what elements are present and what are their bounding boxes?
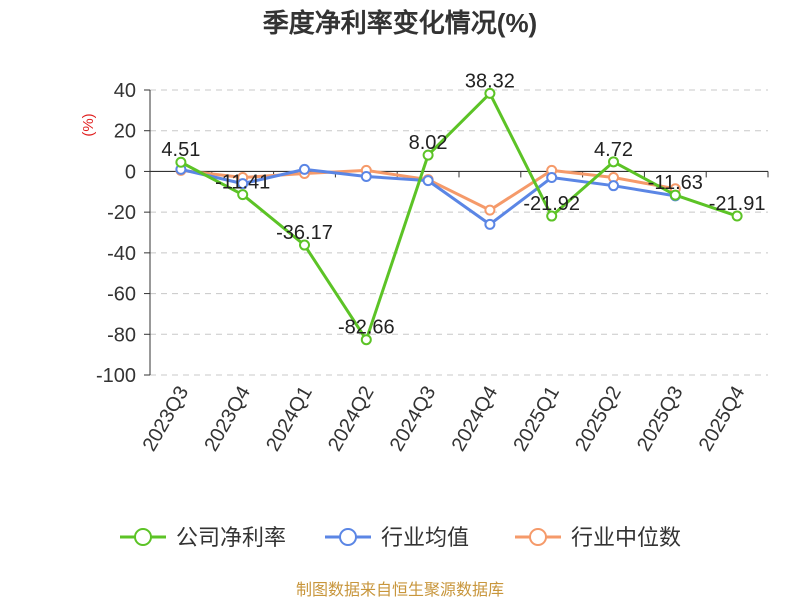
y-tick-label: -40 xyxy=(107,243,136,265)
data-point xyxy=(484,204,496,216)
y-tick-label: -20 xyxy=(107,202,136,224)
data-point xyxy=(669,189,681,201)
x-tick-label: 2024Q2 xyxy=(324,383,379,456)
data-point xyxy=(608,180,619,192)
data-point xyxy=(175,156,187,168)
x-tick-label: 2023Q3 xyxy=(139,383,194,456)
data-point xyxy=(546,210,558,222)
data-point xyxy=(484,218,496,230)
legend: 公司净利率 行业均值 行业中位数 xyxy=(120,525,681,550)
data-point xyxy=(299,239,310,251)
data-point xyxy=(237,189,249,201)
data-label: 4.72 xyxy=(594,139,633,161)
chart-title: 季度净利率变化情况(%) xyxy=(263,8,537,38)
legend-label: 行业中位数 xyxy=(571,525,681,550)
data-label: -11.63 xyxy=(648,172,703,194)
data-point xyxy=(237,178,249,190)
legend-marker xyxy=(529,528,547,546)
data-point xyxy=(299,163,310,175)
series-lines xyxy=(175,87,743,346)
data-point xyxy=(360,334,372,346)
data-point xyxy=(422,175,434,187)
x-tick-label: 2024Q1 xyxy=(262,383,317,456)
data-labels: 4.51 -11.41 -36.17 -82.66 8.02 38.32 -21.92 4.7… xyxy=(161,70,765,338)
data-label: -11.41 xyxy=(215,172,270,194)
y-axis-unit-label: (%) xyxy=(80,113,97,136)
grid-lines xyxy=(150,89,768,376)
data-label: -82.66 xyxy=(338,317,395,339)
legend-marker xyxy=(339,528,357,546)
x-tick-label: 2025Q3 xyxy=(633,383,688,456)
source-note: 制图数据来自恒生聚源数据库 xyxy=(296,581,504,599)
data-label: 4.51 xyxy=(161,139,200,161)
data-label: -21.91 xyxy=(709,193,766,215)
x-tick-label: 2023Q4 xyxy=(200,383,255,456)
data-label: 8.02 xyxy=(409,132,448,154)
y-tick-label: 40 xyxy=(114,80,136,102)
data-point xyxy=(608,156,619,168)
x-tick-label: 2024Q3 xyxy=(386,383,441,456)
legend-label: 公司净利率 xyxy=(176,525,286,550)
data-point xyxy=(360,171,372,183)
legend-label: 行业均值 xyxy=(381,525,469,550)
data-point xyxy=(422,149,434,161)
x-tick-label: 2024Q4 xyxy=(448,383,503,456)
x-tick-label: 2025Q2 xyxy=(571,383,626,456)
y-tick-label: -60 xyxy=(107,284,136,306)
data-point xyxy=(484,87,496,99)
data-point xyxy=(731,210,743,222)
data-point xyxy=(546,172,558,184)
x-tick-label: 2025Q4 xyxy=(695,383,750,456)
data-label: -36.17 xyxy=(276,222,333,244)
y-tick-label: 20 xyxy=(114,121,136,143)
x-tick-label: 2025Q1 xyxy=(509,383,564,456)
y-tick-label: -100 xyxy=(96,365,136,387)
y-tick-label: 0 xyxy=(125,161,136,183)
series-line xyxy=(180,91,738,342)
legend-marker xyxy=(134,528,152,546)
y-tick-label: -80 xyxy=(107,324,136,346)
data-label: 38.32 xyxy=(465,70,515,92)
data-label: -21.92 xyxy=(523,193,580,215)
